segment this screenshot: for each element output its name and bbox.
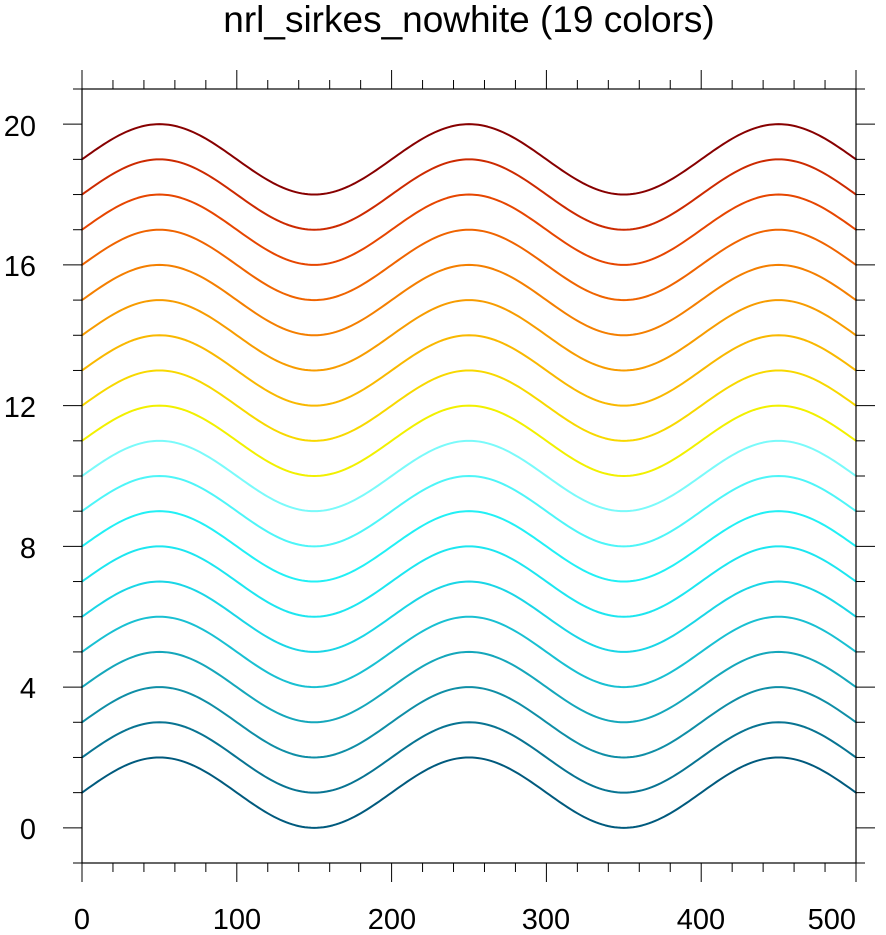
plot-area	[63, 70, 875, 882]
series-line-5	[81, 580, 857, 653]
series-line-6	[81, 545, 857, 618]
y-tick-label-8: 8	[20, 533, 36, 565]
series-line-3	[81, 650, 857, 724]
y-axis: 0 4 8 12 16 20	[4, 111, 36, 846]
series-line-15	[81, 228, 857, 302]
series-line-17	[81, 158, 857, 231]
x-tick-label-400: 400	[677, 904, 725, 935]
chart-title: nrl_sirkes_nowhite (19 colors)	[223, 0, 714, 40]
y-tick-label-16: 16	[4, 251, 36, 283]
x-tick-label-100: 100	[213, 904, 261, 935]
series-line-13	[81, 299, 857, 372]
x-tick-label-200: 200	[368, 904, 416, 935]
series-line-16	[81, 193, 857, 266]
series-line-12	[81, 334, 857, 407]
series-line-4	[81, 615, 857, 689]
series-line-9	[81, 439, 857, 513]
series-line-1	[81, 721, 857, 794]
y-tick-label-0: 0	[20, 814, 36, 846]
series-line-8	[81, 475, 857, 548]
series-line-10	[81, 404, 857, 477]
series-line-11	[81, 369, 857, 442]
series-line-14	[81, 263, 857, 337]
x-tick-label-0: 0	[74, 904, 90, 935]
series-line-2	[81, 686, 857, 759]
y-tick-label-12: 12	[4, 392, 36, 424]
series-line-18	[81, 123, 857, 196]
x-axis: 0 100 200 300 400 500	[74, 904, 856, 935]
y-tick-label-4: 4	[20, 673, 36, 705]
series-line-0	[81, 756, 857, 829]
x-tick-label-500: 500	[808, 904, 856, 935]
x-tick-label-300: 300	[522, 904, 570, 935]
series-layer	[81, 123, 857, 829]
y-tick-label-20: 20	[4, 111, 36, 143]
series-line-7	[81, 510, 857, 583]
tick-layer	[63, 70, 875, 882]
